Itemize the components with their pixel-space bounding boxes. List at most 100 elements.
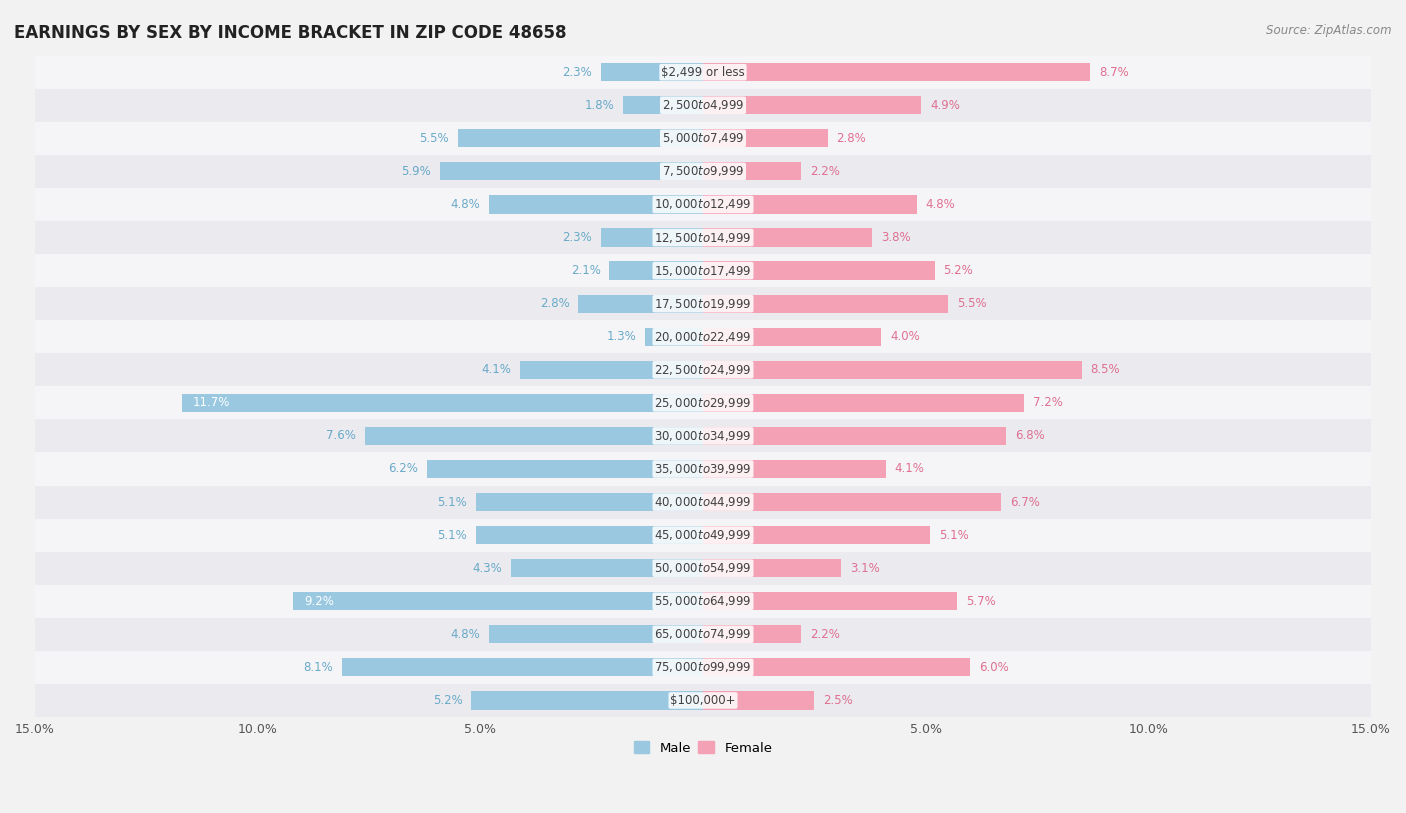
- Text: 6.0%: 6.0%: [979, 661, 1010, 674]
- Bar: [489, 195, 703, 214]
- Bar: [458, 129, 703, 147]
- Bar: [364, 427, 703, 445]
- Text: 6.8%: 6.8%: [1015, 429, 1045, 442]
- Text: $75,000 to $99,999: $75,000 to $99,999: [654, 660, 752, 675]
- Bar: [703, 228, 872, 246]
- Text: 3.1%: 3.1%: [851, 562, 880, 575]
- Bar: [520, 361, 703, 379]
- Bar: [35, 684, 1371, 717]
- Bar: [440, 163, 703, 180]
- Bar: [645, 328, 703, 346]
- Text: 8.7%: 8.7%: [1099, 66, 1129, 79]
- Bar: [703, 195, 917, 214]
- Text: 8.5%: 8.5%: [1091, 363, 1121, 376]
- Bar: [35, 55, 1371, 89]
- Text: 5.9%: 5.9%: [402, 165, 432, 178]
- Text: $50,000 to $54,999: $50,000 to $54,999: [654, 561, 752, 575]
- Text: $5,000 to $7,499: $5,000 to $7,499: [662, 132, 744, 146]
- Bar: [600, 63, 703, 81]
- Bar: [181, 393, 703, 412]
- Bar: [471, 691, 703, 710]
- Bar: [703, 427, 1005, 445]
- Bar: [703, 592, 957, 611]
- Bar: [294, 592, 703, 611]
- Bar: [623, 96, 703, 115]
- Bar: [35, 320, 1371, 354]
- Bar: [512, 559, 703, 577]
- Text: 5.1%: 5.1%: [437, 496, 467, 509]
- Text: 2.2%: 2.2%: [810, 165, 839, 178]
- Bar: [703, 691, 814, 710]
- Bar: [703, 559, 841, 577]
- Text: $25,000 to $29,999: $25,000 to $29,999: [654, 396, 752, 410]
- Text: 5.1%: 5.1%: [437, 528, 467, 541]
- Text: $40,000 to $44,999: $40,000 to $44,999: [654, 495, 752, 509]
- Bar: [703, 526, 931, 544]
- Bar: [703, 361, 1081, 379]
- Text: $2,500 to $4,999: $2,500 to $4,999: [662, 98, 744, 112]
- Text: 2.2%: 2.2%: [810, 628, 839, 641]
- Text: $12,500 to $14,999: $12,500 to $14,999: [654, 231, 752, 245]
- Bar: [35, 354, 1371, 386]
- Text: $45,000 to $49,999: $45,000 to $49,999: [654, 528, 752, 542]
- Bar: [609, 262, 703, 280]
- Text: 5.2%: 5.2%: [943, 264, 973, 277]
- Bar: [600, 228, 703, 246]
- Text: 2.5%: 2.5%: [824, 694, 853, 707]
- Bar: [475, 493, 703, 511]
- Bar: [35, 154, 1371, 188]
- Bar: [35, 386, 1371, 420]
- Text: 6.2%: 6.2%: [388, 463, 418, 476]
- Text: EARNINGS BY SEX BY INCOME BRACKET IN ZIP CODE 48658: EARNINGS BY SEX BY INCOME BRACKET IN ZIP…: [14, 24, 567, 42]
- Text: 7.2%: 7.2%: [1032, 397, 1063, 410]
- Text: 5.5%: 5.5%: [419, 132, 449, 145]
- Bar: [35, 485, 1371, 519]
- Text: $17,500 to $19,999: $17,500 to $19,999: [654, 297, 752, 311]
- Text: 4.1%: 4.1%: [894, 463, 924, 476]
- Bar: [35, 651, 1371, 684]
- Text: 2.3%: 2.3%: [562, 66, 592, 79]
- Bar: [35, 89, 1371, 122]
- Text: 5.5%: 5.5%: [957, 298, 987, 310]
- Text: 4.8%: 4.8%: [450, 628, 481, 641]
- Bar: [35, 420, 1371, 453]
- Text: 4.8%: 4.8%: [450, 198, 481, 211]
- Text: $2,499 or less: $2,499 or less: [661, 66, 745, 79]
- Text: 4.0%: 4.0%: [890, 330, 920, 343]
- Text: $15,000 to $17,499: $15,000 to $17,499: [654, 263, 752, 277]
- Bar: [703, 129, 828, 147]
- Bar: [703, 163, 801, 180]
- Text: 4.8%: 4.8%: [925, 198, 956, 211]
- Bar: [35, 287, 1371, 320]
- Text: 8.1%: 8.1%: [304, 661, 333, 674]
- Text: $30,000 to $34,999: $30,000 to $34,999: [654, 429, 752, 443]
- Bar: [703, 96, 921, 115]
- Text: $65,000 to $74,999: $65,000 to $74,999: [654, 628, 752, 641]
- Bar: [427, 460, 703, 478]
- Text: 1.3%: 1.3%: [606, 330, 636, 343]
- Text: 4.1%: 4.1%: [482, 363, 512, 376]
- Text: $35,000 to $39,999: $35,000 to $39,999: [654, 462, 752, 476]
- Text: $22,500 to $24,999: $22,500 to $24,999: [654, 363, 752, 376]
- Bar: [703, 393, 1024, 412]
- Bar: [35, 519, 1371, 552]
- Bar: [703, 625, 801, 643]
- Bar: [35, 618, 1371, 651]
- Bar: [475, 526, 703, 544]
- Bar: [703, 328, 882, 346]
- Text: 7.6%: 7.6%: [326, 429, 356, 442]
- Text: 3.8%: 3.8%: [882, 231, 911, 244]
- Bar: [35, 585, 1371, 618]
- Text: $55,000 to $64,999: $55,000 to $64,999: [654, 594, 752, 608]
- Text: 2.8%: 2.8%: [540, 298, 569, 310]
- Bar: [35, 122, 1371, 154]
- Bar: [703, 262, 935, 280]
- Bar: [35, 221, 1371, 254]
- Text: $10,000 to $12,499: $10,000 to $12,499: [654, 198, 752, 211]
- Text: $20,000 to $22,499: $20,000 to $22,499: [654, 330, 752, 344]
- Bar: [35, 453, 1371, 485]
- Text: 1.8%: 1.8%: [583, 98, 614, 111]
- Text: 2.8%: 2.8%: [837, 132, 866, 145]
- Text: 2.1%: 2.1%: [571, 264, 600, 277]
- Bar: [342, 659, 703, 676]
